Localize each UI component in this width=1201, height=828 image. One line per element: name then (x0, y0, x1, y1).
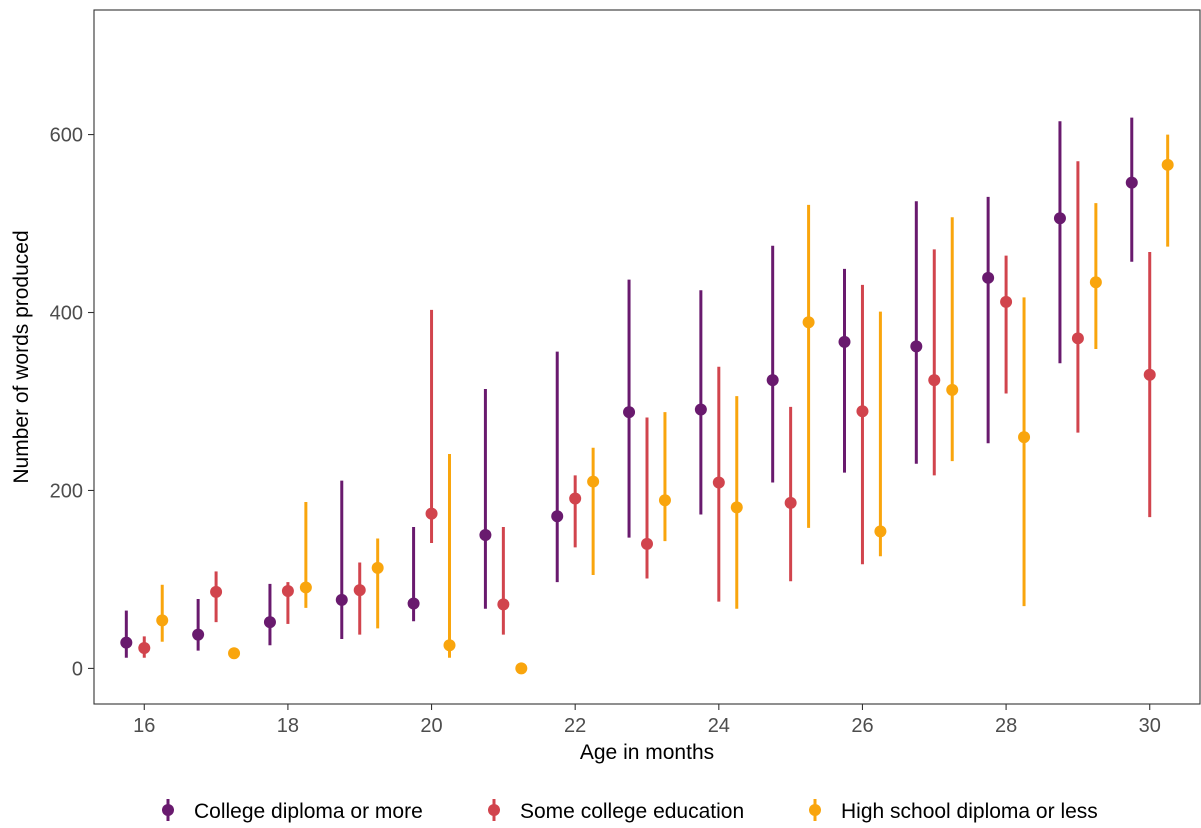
data-point (874, 525, 887, 538)
data-point (1018, 431, 1031, 444)
legend-item: Some college education (488, 799, 744, 823)
data-point (299, 581, 312, 594)
data-point (120, 636, 133, 649)
series-group (138, 161, 1156, 658)
data-point (281, 585, 294, 598)
x-tick-label: 16 (133, 715, 155, 737)
data-point (407, 597, 420, 610)
x-tick-label: 26 (851, 715, 873, 737)
y-tick-label: 200 (50, 480, 83, 502)
axes: 16 18 20 22 24 26 28 30 0 200 400 600 (50, 125, 1161, 737)
data-point (479, 528, 492, 541)
legend-label: College diploma or more (194, 800, 423, 823)
legend-item: College diploma or more (162, 799, 423, 823)
x-tick-label: 20 (420, 715, 442, 737)
data-point (425, 507, 438, 520)
data-point (156, 614, 169, 627)
legend: College diploma or more Some college educ… (162, 799, 1098, 823)
y-tick-label: 400 (50, 303, 83, 325)
data-point (1125, 176, 1138, 189)
data-point (712, 476, 725, 489)
x-axis-title: Age in months (580, 741, 714, 764)
data-point (856, 405, 869, 418)
data-point (1053, 212, 1066, 225)
series-group (156, 134, 1174, 675)
panel-border (93, 9, 1201, 705)
data-point (784, 496, 797, 509)
data-point (138, 641, 151, 654)
data-point (658, 494, 671, 507)
data-point (730, 501, 743, 514)
x-tick-label: 24 (708, 715, 730, 737)
x-tick-label: 30 (1139, 715, 1161, 737)
data-point (641, 537, 653, 550)
data-point (838, 335, 851, 348)
data-point (515, 662, 528, 675)
y-tick-label: 0 (72, 658, 83, 680)
data-point (1089, 276, 1102, 289)
data-point (335, 593, 348, 606)
data-point (1071, 332, 1084, 345)
data-point (802, 316, 815, 329)
data-point (497, 598, 510, 611)
y-tick-label: 600 (50, 125, 83, 147)
data-point (228, 647, 241, 660)
data-point (1161, 158, 1174, 171)
data-point (587, 475, 600, 488)
data-point (551, 510, 564, 523)
data-point (371, 561, 384, 574)
x-tick-label: 28 (995, 715, 1017, 737)
data-point (210, 585, 223, 598)
data-point (910, 340, 923, 353)
legend-item: High school diploma or less (809, 799, 1098, 823)
data-point (1143, 368, 1156, 381)
data-point (263, 616, 276, 629)
data-point (694, 403, 707, 416)
plot-area (120, 117, 1174, 675)
data-point (946, 383, 959, 396)
data-point (928, 374, 941, 387)
series-group (120, 117, 1138, 658)
legend-label: Some college education (520, 800, 744, 823)
data-point (1000, 295, 1013, 308)
x-tick-label: 22 (564, 715, 586, 737)
legend-key-point (809, 804, 821, 816)
data-point (569, 492, 582, 505)
data-point (766, 374, 779, 387)
legend-key-point (488, 804, 500, 816)
x-tick-label: 18 (277, 715, 299, 737)
legend-label: High school diploma or less (841, 800, 1098, 823)
data-point (623, 406, 636, 419)
legend-key-point (162, 804, 174, 816)
data-point (353, 584, 366, 597)
data-point (982, 271, 995, 284)
data-point (192, 628, 205, 641)
data-point (443, 639, 456, 652)
y-axis-title: Number of words produced (10, 230, 33, 483)
